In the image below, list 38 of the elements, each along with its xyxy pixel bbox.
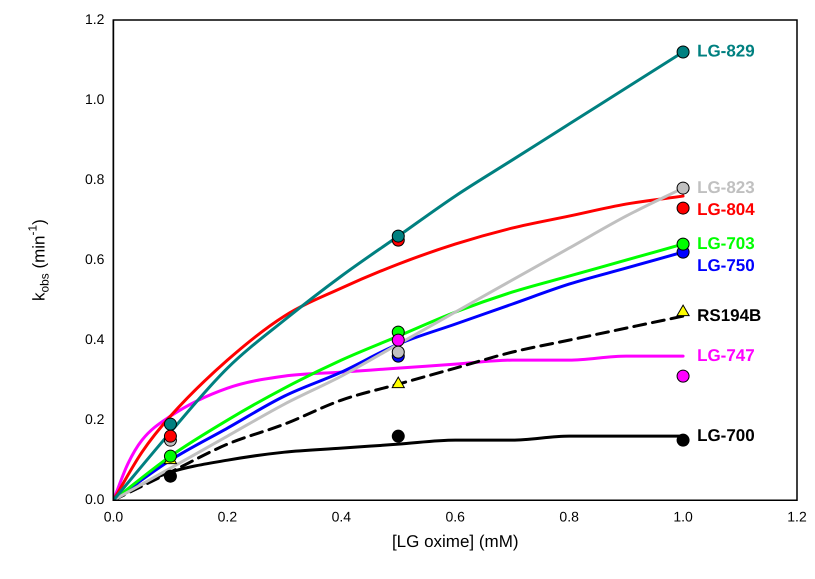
point (676, 370, 690, 383)
point (164, 418, 177, 431)
series-label: LG-804 (697, 200, 756, 219)
series-label: LG-750 (697, 256, 755, 275)
y-tick-label: 0.6 (84, 250, 105, 267)
x-tick-label: 0.6 (445, 508, 466, 524)
point (392, 334, 405, 347)
x-tick-label: 0.4 (332, 508, 352, 524)
y-tick-label: 0.2 (84, 411, 105, 428)
point (676, 434, 690, 447)
series-label: LG-700 (697, 426, 755, 445)
y-tick-label: 0.0 (84, 491, 105, 508)
series-label: LG-829 (697, 42, 755, 61)
point (676, 46, 690, 59)
y-tick-label: 0.8 (84, 170, 105, 187)
point (392, 230, 405, 243)
x-tick-label: 1.0 (673, 508, 694, 524)
point (392, 346, 405, 359)
point (676, 182, 690, 195)
point (676, 238, 690, 251)
point (164, 430, 177, 443)
series-label: LG-703 (697, 234, 755, 253)
x-tick-label: 0.2 (218, 508, 238, 524)
x-tick-label: 0.0 (104, 508, 124, 524)
series-label: LG-823 (697, 178, 755, 197)
x-axis-title: [LG oxime] (mM) (392, 532, 519, 551)
series-label: RS194B (697, 306, 762, 325)
y-tick-label: 1.2 (84, 10, 105, 27)
point (676, 202, 690, 215)
series-label: LG-747 (697, 346, 755, 365)
y-tick-label: 1.0 (84, 90, 105, 107)
y-axis-title: kobs (min-1) (25, 219, 52, 301)
point (164, 450, 177, 463)
x-tick-label: 1.2 (787, 508, 807, 524)
y-tick-label: 0.4 (84, 330, 105, 347)
point (164, 470, 177, 483)
x-tick-label: 0.8 (559, 508, 580, 524)
point (392, 430, 405, 443)
